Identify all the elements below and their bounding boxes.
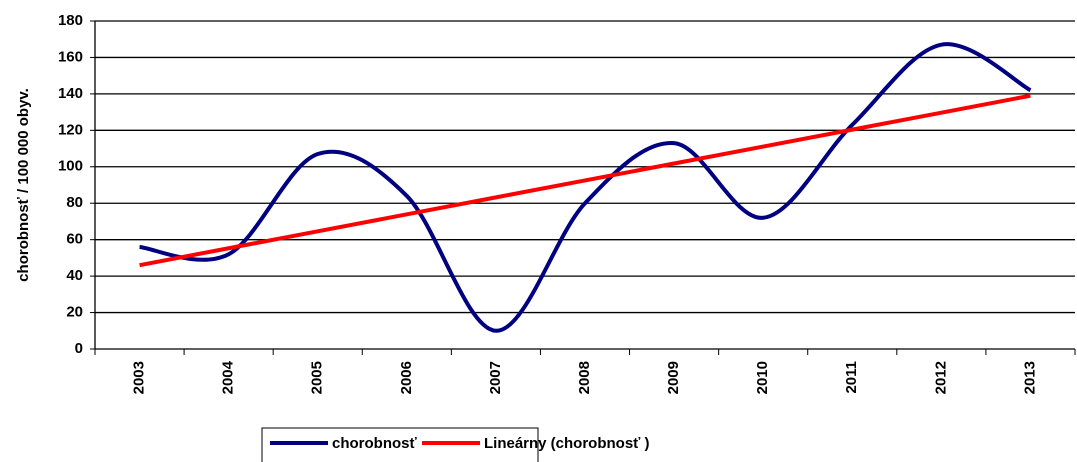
legend-label: chorobnosť xyxy=(332,435,417,452)
x-tick-label: 2006 xyxy=(398,361,415,394)
series-line xyxy=(139,42,1032,333)
x-tick-label: 2012 xyxy=(932,361,949,394)
y-tick-label: 120 xyxy=(58,121,83,138)
y-tick-label: 180 xyxy=(58,12,83,29)
y-tick-label: 60 xyxy=(66,231,83,248)
x-tick-label: 2011 xyxy=(843,361,860,394)
x-tick-label: 2005 xyxy=(309,361,326,394)
y-tick-label: 0 xyxy=(75,340,83,357)
x-tick-label: 2008 xyxy=(576,361,593,394)
legend-label: Lineárny (chorobnosť ) xyxy=(484,435,650,452)
y-tick-label: 20 xyxy=(66,304,83,321)
x-tick-label: 2003 xyxy=(131,361,148,394)
series-line xyxy=(139,93,1031,268)
x-tick-label: 2007 xyxy=(487,361,504,394)
y-tick-label: 100 xyxy=(58,158,83,175)
x-tick-label: 2004 xyxy=(220,360,237,394)
y-tick-label: 160 xyxy=(58,48,83,65)
y-tick-label: 140 xyxy=(58,85,83,102)
x-tick-label: 2013 xyxy=(1021,361,1038,394)
y-tick-label: 80 xyxy=(66,194,83,211)
y-tick-label: 40 xyxy=(66,267,83,284)
x-tick-label: 2009 xyxy=(665,361,682,394)
x-tick-label: 2010 xyxy=(754,361,771,394)
y-axis-title: chorobnosť / 100 000 obyv. xyxy=(15,88,32,282)
